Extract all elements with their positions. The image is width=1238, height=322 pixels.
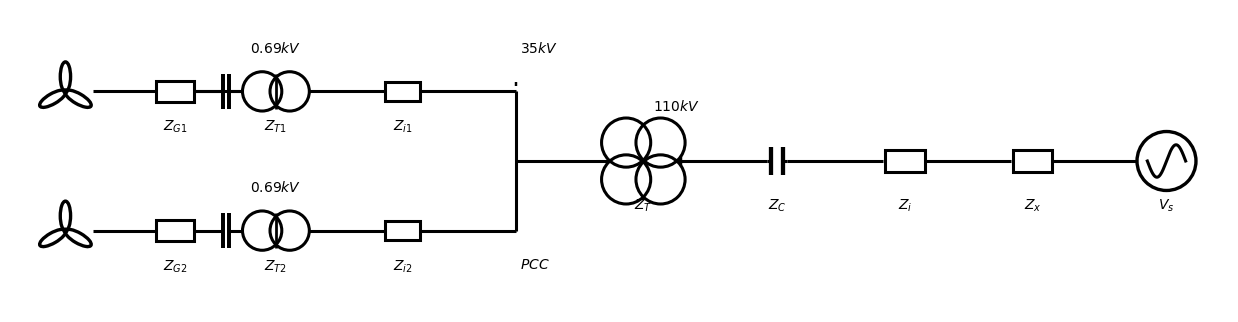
Text: $Z_{T2}$: $Z_{T2}$ bbox=[265, 258, 287, 275]
Circle shape bbox=[270, 211, 310, 250]
Text: $0.69kV$: $0.69kV$ bbox=[250, 41, 302, 56]
Circle shape bbox=[636, 118, 685, 167]
Circle shape bbox=[636, 155, 685, 204]
Circle shape bbox=[243, 211, 282, 250]
Text: $Z_{i2}$: $Z_{i2}$ bbox=[392, 258, 412, 275]
Circle shape bbox=[243, 72, 282, 111]
Text: $0.69kV$: $0.69kV$ bbox=[250, 180, 302, 195]
Bar bbox=[1013, 150, 1052, 172]
Text: $35kV$: $35kV$ bbox=[520, 41, 558, 56]
Bar bbox=[156, 220, 193, 242]
Text: $PCC$: $PCC$ bbox=[520, 258, 550, 272]
Circle shape bbox=[602, 155, 651, 204]
Bar bbox=[385, 221, 420, 241]
Bar bbox=[156, 80, 193, 102]
Circle shape bbox=[270, 72, 310, 111]
Circle shape bbox=[63, 228, 68, 233]
Text: $V_s$: $V_s$ bbox=[1159, 197, 1175, 214]
Text: $Z_{T1}$: $Z_{T1}$ bbox=[265, 119, 287, 135]
Circle shape bbox=[63, 89, 68, 94]
Bar bbox=[885, 150, 925, 172]
Circle shape bbox=[602, 118, 651, 167]
Text: $110kV$: $110kV$ bbox=[654, 99, 699, 114]
Text: $Z_C$: $Z_C$ bbox=[768, 197, 786, 214]
Text: $Z_i$: $Z_i$ bbox=[898, 197, 912, 214]
Bar bbox=[385, 81, 420, 101]
Text: $Z_{G2}$: $Z_{G2}$ bbox=[162, 258, 187, 275]
Text: $Z_T$: $Z_T$ bbox=[634, 197, 652, 214]
Text: $Z_{G1}$: $Z_{G1}$ bbox=[162, 119, 187, 135]
Text: $Z_x$: $Z_x$ bbox=[1024, 197, 1041, 214]
Text: $Z_{i1}$: $Z_{i1}$ bbox=[392, 119, 412, 135]
